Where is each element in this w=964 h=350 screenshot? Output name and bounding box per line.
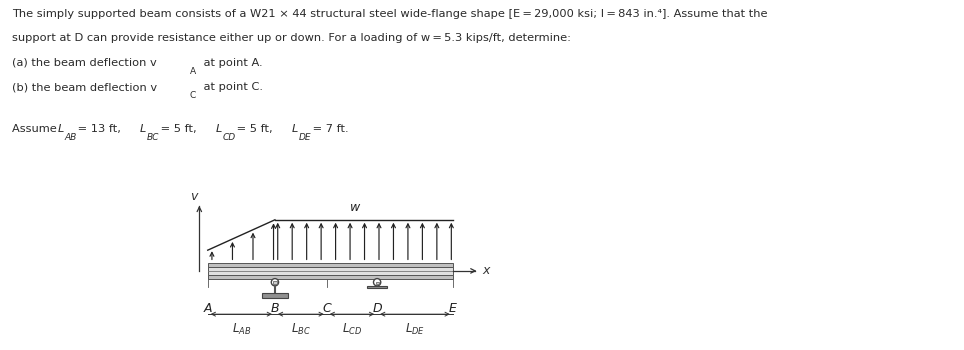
Text: at point C.: at point C. bbox=[200, 82, 262, 92]
Text: $L_{DE}$: $L_{DE}$ bbox=[405, 322, 425, 337]
Bar bbox=[262, 293, 287, 298]
Text: L: L bbox=[292, 124, 298, 134]
Text: w: w bbox=[350, 201, 361, 214]
Text: A: A bbox=[203, 302, 212, 315]
Text: The simply supported beam consists of a W21 × 44 structural steel wide-flange sh: The simply supported beam consists of a … bbox=[12, 9, 767, 19]
Text: = 13 ft,: = 13 ft, bbox=[74, 124, 125, 134]
Bar bbox=[367, 286, 387, 288]
Text: $L_{AB}$: $L_{AB}$ bbox=[231, 322, 251, 337]
Circle shape bbox=[271, 279, 279, 286]
Text: $L_{CD}$: $L_{CD}$ bbox=[342, 322, 362, 337]
Text: = 7 ft.: = 7 ft. bbox=[308, 124, 349, 134]
Text: v: v bbox=[191, 190, 198, 203]
Bar bbox=[207, 267, 453, 275]
Text: B: B bbox=[271, 302, 280, 315]
Text: CD: CD bbox=[223, 133, 235, 142]
Text: DE: DE bbox=[299, 133, 311, 142]
Bar bbox=[376, 282, 379, 284]
Bar bbox=[273, 281, 277, 284]
Text: (b) the beam deflection v: (b) the beam deflection v bbox=[12, 82, 157, 92]
Text: L: L bbox=[58, 124, 64, 134]
Text: support at D can provide resistance either up or down. For a loading of w = 5.3 : support at D can provide resistance eith… bbox=[12, 33, 571, 43]
Text: E: E bbox=[449, 302, 457, 315]
Text: at point A.: at point A. bbox=[200, 58, 262, 68]
Text: L: L bbox=[140, 124, 147, 134]
Text: BC: BC bbox=[147, 133, 159, 142]
Circle shape bbox=[373, 279, 381, 286]
Text: AB: AB bbox=[64, 133, 76, 142]
Text: x: x bbox=[482, 264, 490, 278]
Text: C: C bbox=[322, 302, 331, 315]
Text: L: L bbox=[216, 124, 223, 134]
Bar bbox=[207, 263, 453, 267]
Text: A: A bbox=[190, 66, 196, 76]
Text: Assume: Assume bbox=[12, 124, 60, 134]
Text: (a) the beam deflection v: (a) the beam deflection v bbox=[12, 58, 156, 68]
Text: = 5 ft,: = 5 ft, bbox=[233, 124, 276, 134]
Text: = 5 ft,: = 5 ft, bbox=[157, 124, 201, 134]
Text: $L_{BC}$: $L_{BC}$ bbox=[291, 322, 310, 337]
Text: C: C bbox=[190, 91, 196, 100]
Bar bbox=[207, 275, 453, 279]
Text: D: D bbox=[372, 302, 382, 315]
